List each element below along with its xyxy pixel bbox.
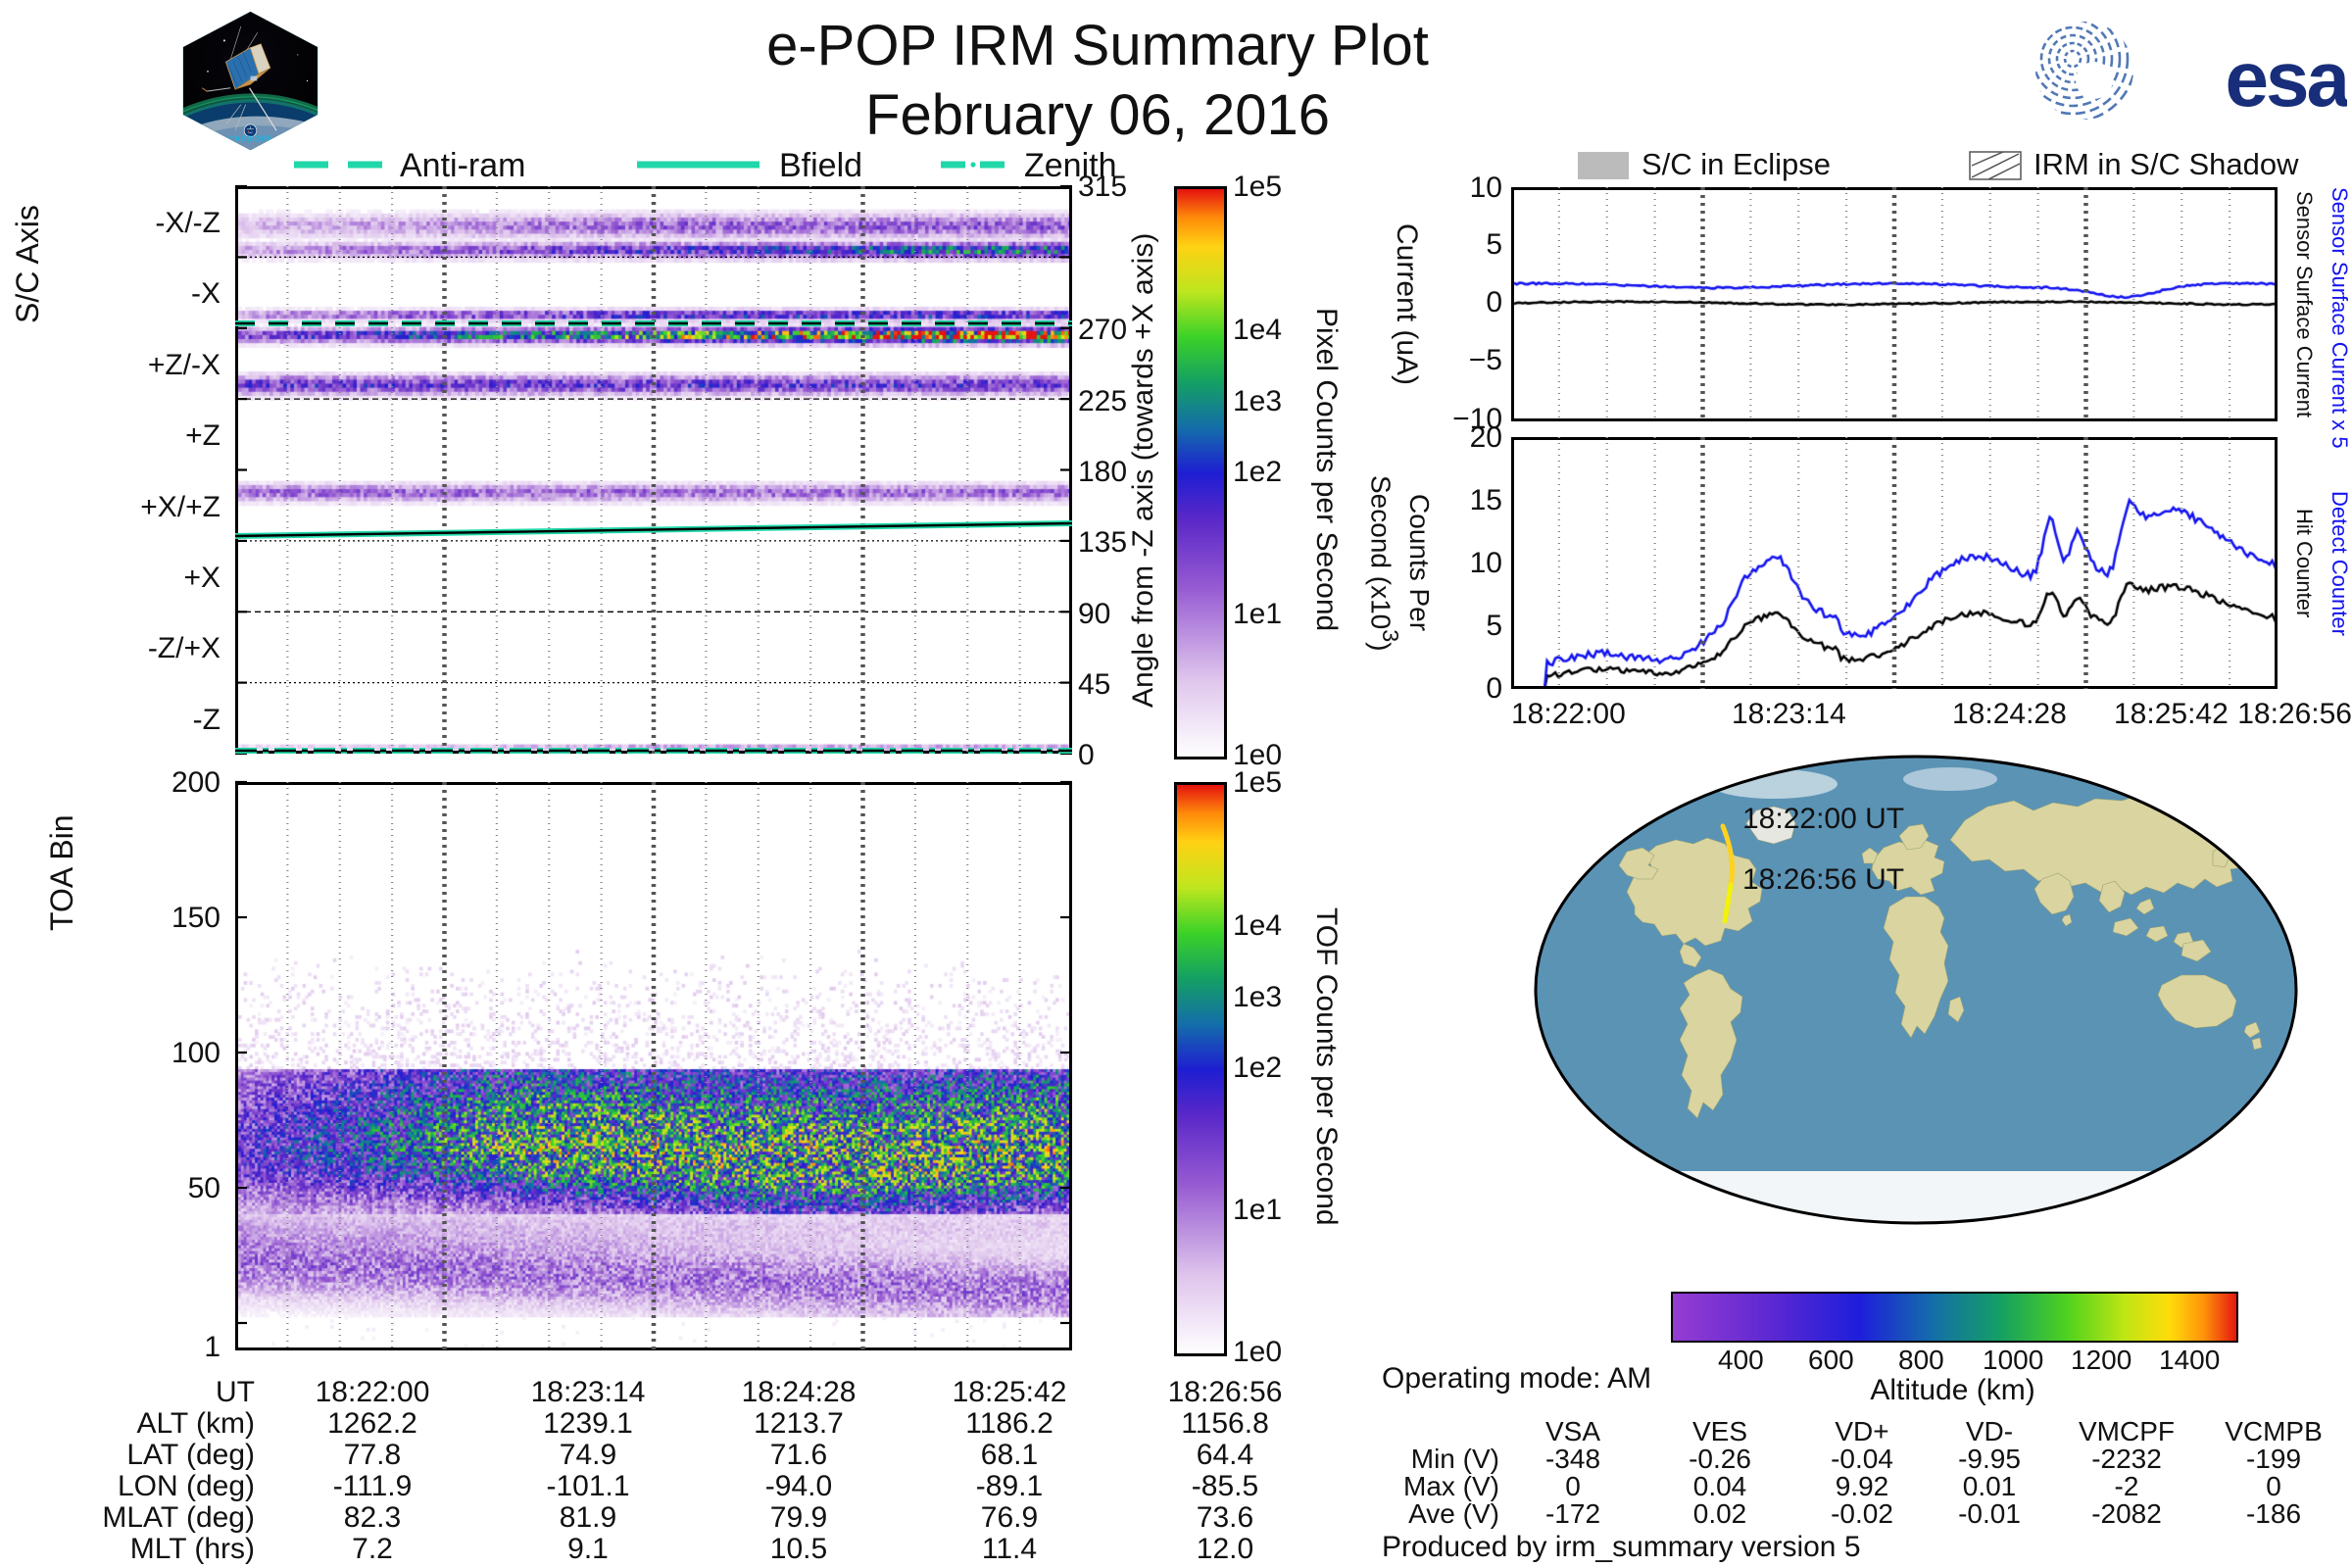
svg-text:S/C in Eclipse: S/C in Eclipse	[1642, 147, 1831, 181]
svg-text:IRM in S/C Shadow: IRM in S/C Shadow	[2034, 147, 2299, 181]
svg-text:Anti-ram: Anti-ram	[400, 147, 525, 184]
svg-text:esa: esa	[2226, 35, 2347, 122]
svg-text:18:22:00 UT: 18:22:00 UT	[1742, 803, 1904, 835]
svg-text:Bfield: Bfield	[779, 147, 862, 184]
svg-text:18:26:56 UT: 18:26:56 UT	[1742, 863, 1904, 896]
